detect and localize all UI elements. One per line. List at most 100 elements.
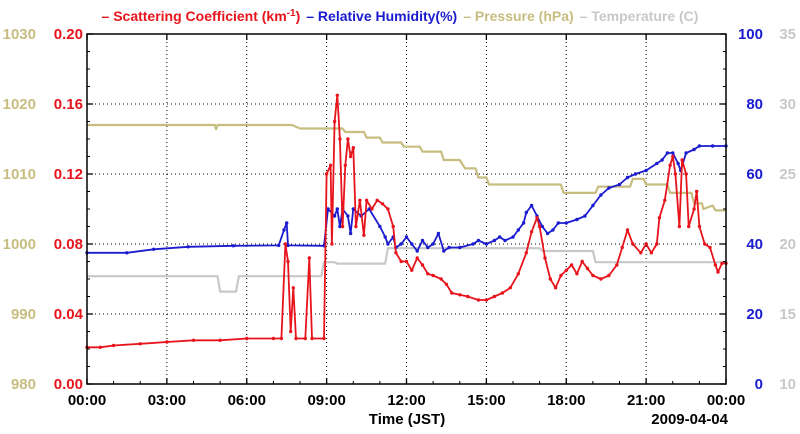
data-point-scattering-coefficient: [492, 294, 497, 299]
data-point-relative-humidity: [335, 207, 339, 211]
data-point-relative-humidity: [524, 210, 528, 215]
data-point-scattering-coefficient: [615, 263, 619, 267]
data-point-relative-humidity: [697, 144, 702, 148]
data-point-scattering-coefficient: [684, 172, 688, 176]
data-point-scattering-coefficient: [607, 273, 611, 278]
y-tick-label-scattering: 0.20: [54, 26, 83, 43]
data-point-scattering-coefficient: [354, 224, 358, 229]
data-point-scattering-coefficient: [426, 272, 430, 276]
data-point-scattering-coefficient: [458, 293, 462, 297]
y-tick-label-temperature: 30: [779, 96, 796, 113]
data-point-scattering-coefficient: [399, 259, 403, 264]
data-point-relative-humidity: [503, 238, 507, 243]
data-point-relative-humidity: [684, 151, 688, 155]
data-point-scattering-coefficient: [286, 259, 290, 264]
legend-text: – Scattering Coefficient (km-1) – Relativ…: [102, 8, 699, 24]
data-point-scattering-coefficient: [283, 242, 288, 246]
data-point-scattering-coefficient: [508, 286, 512, 290]
y-tick-label-scattering: 0.04: [54, 306, 84, 323]
legend-item-scattering-coefficient-km: – Scattering Coefficient (km: [102, 8, 287, 24]
data-point-scattering-coefficient: [340, 224, 345, 229]
data-point-scattering-coefficient: [703, 242, 707, 246]
data-point-relative-humidity: [498, 235, 502, 239]
data-point-relative-humidity: [665, 151, 670, 155]
x-tick-label: 06:00: [228, 392, 266, 409]
data-point-relative-humidity: [484, 242, 489, 246]
data-point-scattering-coefficient: [543, 256, 547, 260]
data-point-relative-humidity: [125, 251, 129, 255]
data-point-scattering-coefficient: [444, 282, 449, 286]
data-point-relative-humidity: [326, 207, 330, 211]
data-point-relative-humidity: [625, 175, 630, 180]
data-point-relative-humidity: [346, 214, 350, 218]
y-tick-label-scattering: 0.12: [54, 166, 83, 183]
data-point-scattering-coefficient: [500, 291, 505, 295]
data-point-scattering-coefficient: [322, 336, 326, 341]
x-tick-label: 15:00: [467, 392, 505, 409]
data-point-scattering-coefficient: [708, 245, 712, 250]
data-point-relative-humidity: [367, 207, 371, 211]
data-point-scattering-coefficient: [303, 336, 307, 341]
data-point-scattering-coefficient: [330, 242, 334, 246]
y-tick-label-pressure: 980: [11, 376, 36, 393]
data-point-scattering-coefficient: [450, 291, 454, 295]
data-point-scattering-coefficient: [138, 342, 142, 346]
data-point-scattering-coefficient: [191, 338, 196, 342]
y-tick-label-temperature: 35: [779, 26, 796, 43]
data-point-relative-humidity: [426, 245, 430, 250]
series-relative-humidity: [85, 144, 728, 255]
series-line-pressure: [87, 123, 726, 212]
data-point-scattering-coefficient: [575, 272, 579, 276]
data-point-scattering-coefficient: [218, 338, 222, 342]
data-point-scattering-coefficient: [697, 224, 702, 229]
data-point-relative-humidity: [277, 243, 281, 248]
data-point-relative-humidity: [282, 228, 286, 232]
data-point-relative-humidity: [521, 221, 526, 225]
grid: [87, 34, 726, 384]
data-point-scattering-coefficient: [673, 172, 678, 176]
data-point-scattering-coefficient: [415, 256, 419, 260]
data-point-scattering-coefficient: [695, 189, 699, 194]
data-point-relative-humidity: [338, 224, 342, 229]
data-point-scattering-coefficient: [484, 298, 489, 302]
y-tick-label-humidity: 0: [755, 376, 763, 393]
data-point-relative-humidity: [458, 245, 462, 250]
y-tick-label-humidity: 40: [746, 236, 763, 253]
data-point-scattering-coefficient: [245, 336, 249, 341]
data-point-scattering-coefficient: [98, 345, 103, 349]
data-point-relative-humidity: [404, 235, 409, 239]
legend: – Scattering Coefficient (km-1) – Relativ…: [102, 8, 699, 24]
legend-suffix: ): [296, 8, 301, 24]
data-point-scattering-coefficient: [631, 242, 635, 246]
data-point-relative-humidity: [545, 231, 550, 236]
x-tick-label: 21:00: [627, 392, 665, 409]
data-point-relative-humidity: [436, 231, 441, 236]
x-tick-label: 00:00: [68, 392, 106, 409]
data-point-scattering-coefficient: [335, 93, 339, 98]
y-tick-label-scattering: 0.00: [54, 376, 83, 393]
data-point-scattering-coefficient: [649, 251, 654, 255]
data-point-scattering-coefficient: [535, 216, 539, 220]
data-point-scattering-coefficient: [346, 137, 350, 141]
data-point-scattering-coefficient: [358, 198, 362, 202]
data-point-scattering-coefficient: [564, 268, 568, 272]
data-point-scattering-coefficient: [431, 273, 435, 278]
data-point-relative-humidity: [286, 243, 290, 248]
data-point-relative-humidity: [151, 247, 156, 251]
data-point-scattering-coefficient: [362, 233, 366, 237]
data-point-relative-humidity: [386, 242, 390, 246]
data-point-scattering-coefficient: [165, 340, 169, 344]
y-tick-label-humidity: 100: [738, 26, 763, 43]
data-point-scattering-coefficient: [404, 259, 409, 264]
data-point-relative-humidity: [383, 235, 387, 239]
data-point-relative-humidity: [492, 238, 497, 243]
data-point-scattering-coefficient: [716, 270, 720, 274]
data-point-scattering-coefficient: [307, 256, 311, 260]
data-point-scattering-coefficient: [671, 154, 675, 159]
data-point-scattering-coefficient: [310, 336, 314, 341]
data-point-scattering-coefficient: [271, 336, 276, 341]
y-tick-label-temperature: 15: [779, 306, 796, 323]
data-point-scattering-coefficient: [625, 228, 630, 232]
